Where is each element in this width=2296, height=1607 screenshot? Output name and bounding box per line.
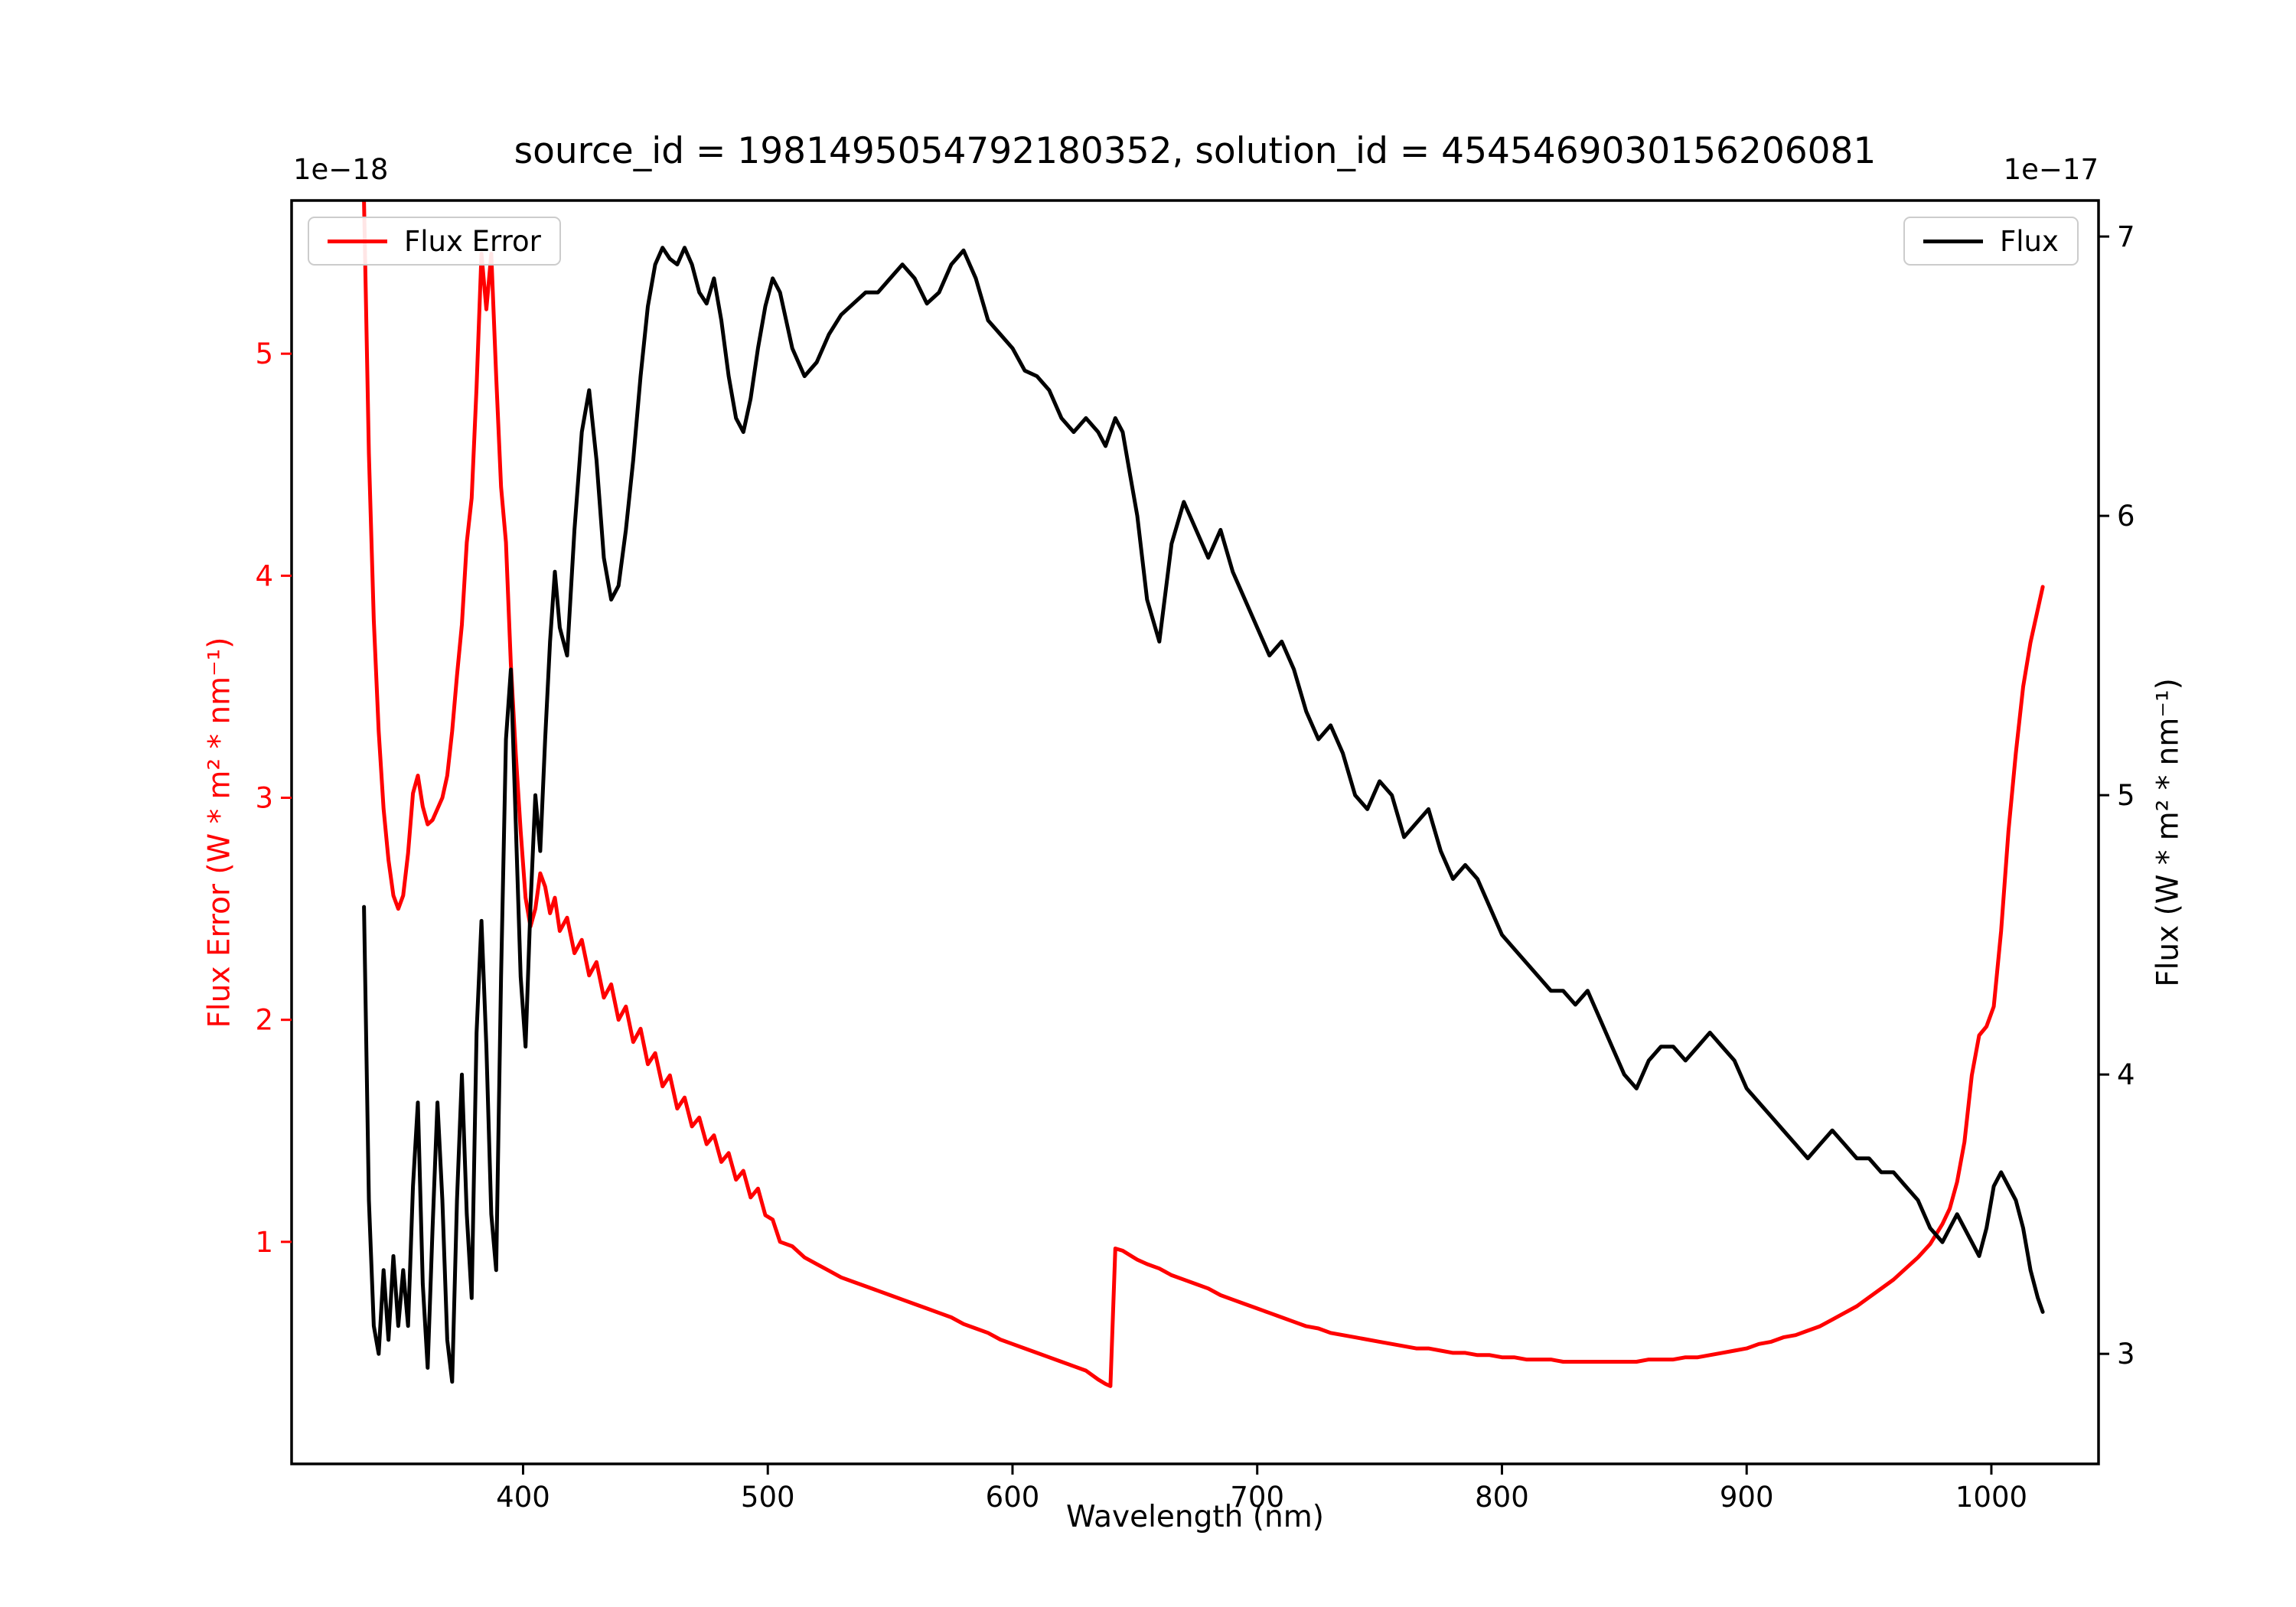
right-y-tick-label: 5 [2117, 779, 2135, 812]
x-tick-label: 900 [1720, 1481, 1774, 1514]
left-y-tick-label: 2 [255, 1004, 273, 1037]
right-y-tick-label: 7 [2117, 220, 2135, 253]
flux-error-line [362, 200, 2045, 1388]
flux-legend-line-icon [1923, 239, 1983, 243]
x-tick-label: 700 [1230, 1481, 1284, 1514]
x-tick-label: 1000 [1955, 1481, 2027, 1514]
x-axis-label: Wavelength (nm) [1066, 1500, 1324, 1534]
left-y-tick-label: 3 [255, 782, 273, 815]
right-y-tick-label: 6 [2117, 500, 2135, 533]
x-tick-label: 800 [1475, 1481, 1529, 1514]
legend-flux-error: Flux Error [308, 217, 561, 266]
left-y-axis-label: Flux Error (W * m² * nm⁻¹) [202, 637, 237, 1028]
flux-error-legend-line-icon [328, 239, 387, 243]
chart-title: source_id = 1981495054792180352, solutio… [514, 130, 1877, 172]
x-tick-label: 400 [496, 1481, 550, 1514]
right-y-axis-label: Flux (W * m² * nm⁻¹) [2151, 678, 2186, 987]
legend-flux: Flux [1903, 217, 2079, 266]
x-tick-label: 500 [741, 1481, 795, 1514]
axes-frame [290, 199, 2100, 1465]
left-y-tick-label: 5 [255, 337, 273, 370]
flux-legend-label: Flux [2000, 224, 2059, 258]
right-y-tick-label: 4 [2117, 1058, 2135, 1091]
right-axis-offset-text: 1e−17 [2003, 153, 2099, 186]
left-axis-offset-text: 1e−18 [293, 153, 389, 186]
flux-error-legend-label: Flux Error [404, 224, 541, 258]
left-y-tick-label: 1 [255, 1226, 273, 1259]
left-y-tick-label: 4 [255, 559, 273, 592]
right-y-tick-label: 3 [2117, 1338, 2135, 1371]
flux-line [362, 246, 2045, 1384]
x-tick-label: 600 [986, 1481, 1040, 1514]
